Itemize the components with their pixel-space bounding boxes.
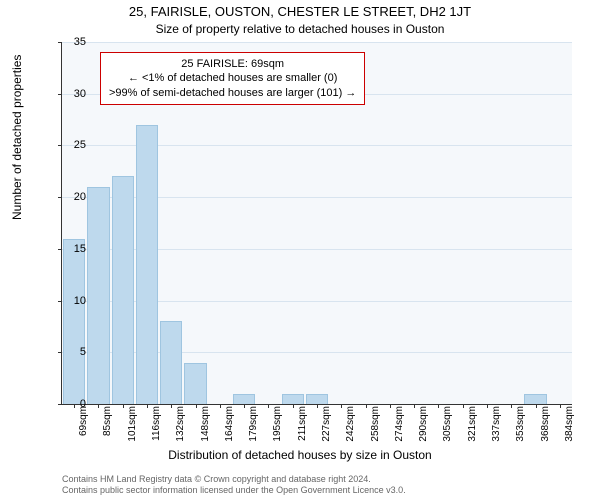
y-tick-mark [58, 301, 62, 302]
histogram-bar [136, 125, 158, 404]
x-tick-mark [317, 404, 318, 408]
histogram-bar [63, 239, 85, 404]
x-tick-label: 164sqm [224, 406, 235, 442]
x-tick-label: 85sqm [102, 406, 113, 436]
y-tick-label: 15 [66, 243, 86, 255]
y-axis-line [61, 42, 62, 404]
histogram-bar [160, 321, 182, 404]
y-tick-mark [58, 197, 62, 198]
footer: Contains HM Land Registry data © Crown c… [62, 474, 406, 496]
y-tick-mark [58, 94, 62, 95]
histogram-bar [233, 394, 255, 404]
x-tick-label: 179sqm [248, 406, 259, 442]
x-tick-mark [390, 404, 391, 408]
x-tick-mark [196, 404, 197, 408]
x-tick-mark [244, 404, 245, 408]
x-tick-mark [511, 404, 512, 408]
x-axis-label: Distribution of detached houses by size … [0, 448, 600, 462]
x-tick-mark [268, 404, 269, 408]
histogram-bar [184, 363, 206, 404]
annotation-line1: 25 FAIRISLE: 69sqm [109, 57, 356, 71]
y-tick-label: 5 [66, 346, 86, 358]
y-tick-mark [58, 352, 62, 353]
y-tick-label: 20 [66, 191, 86, 203]
x-tick-label: 116sqm [151, 406, 162, 441]
x-tick-mark [147, 404, 148, 408]
y-tick-label: 25 [66, 139, 86, 151]
x-tick-label: 101sqm [127, 406, 138, 442]
page-subtitle: Size of property relative to detached ho… [0, 22, 600, 36]
x-tick-mark [536, 404, 537, 408]
x-tick-mark [293, 404, 294, 408]
annotation-box: 25 FAIRISLE: 69sqm ← <1% of detached hou… [100, 52, 365, 105]
x-tick-label: 195sqm [272, 406, 283, 442]
x-tick-mark [487, 404, 488, 408]
y-tick-label: 35 [66, 36, 86, 48]
x-tick-label: 258sqm [370, 406, 381, 442]
x-tick-label: 274sqm [394, 406, 405, 442]
y-tick-mark [58, 249, 62, 250]
y-tick-mark [58, 145, 62, 146]
histogram-bar [87, 187, 109, 404]
x-tick-label: 132sqm [175, 406, 186, 442]
x-tick-label: 368sqm [540, 406, 551, 442]
x-tick-label: 290sqm [418, 406, 429, 442]
x-tick-mark [341, 404, 342, 408]
x-tick-mark [414, 404, 415, 408]
y-tick-label: 10 [66, 295, 86, 307]
x-tick-mark [560, 404, 561, 408]
y-tick-mark [58, 404, 62, 405]
histogram-bar [112, 176, 134, 404]
annotation-line3: >99% of semi-detached houses are larger … [109, 86, 356, 100]
x-tick-label: 227sqm [321, 406, 332, 442]
histogram-bar [524, 394, 546, 404]
x-tick-mark [438, 404, 439, 408]
x-tick-label: 305sqm [442, 406, 453, 442]
y-axis-label: Number of detached properties [10, 55, 24, 220]
x-tick-label: 211sqm [297, 406, 308, 441]
y-tick-label: 30 [66, 88, 86, 100]
footer-line1: Contains HM Land Registry data © Crown c… [62, 474, 406, 485]
x-tick-mark [74, 404, 75, 408]
x-tick-label: 337sqm [491, 406, 502, 442]
x-tick-mark [366, 404, 367, 408]
x-tick-mark [220, 404, 221, 408]
annotation-line2: ← <1% of detached houses are smaller (0) [109, 71, 356, 85]
x-tick-mark [463, 404, 464, 408]
grid-line [62, 42, 572, 43]
x-tick-label: 384sqm [564, 406, 575, 442]
footer-line2: Contains public sector information licen… [62, 485, 406, 496]
x-tick-mark [123, 404, 124, 408]
histogram-bar [306, 394, 328, 404]
x-tick-label: 148sqm [200, 406, 211, 442]
histogram-bar [282, 394, 304, 404]
x-tick-label: 353sqm [515, 406, 526, 442]
x-tick-mark [98, 404, 99, 408]
x-tick-label: 69sqm [78, 406, 89, 436]
x-tick-label: 242sqm [345, 406, 356, 442]
y-tick-mark [58, 42, 62, 43]
page-title: 25, FAIRISLE, OUSTON, CHESTER LE STREET,… [0, 4, 600, 19]
x-tick-label: 321sqm [467, 406, 478, 442]
x-tick-mark [171, 404, 172, 408]
